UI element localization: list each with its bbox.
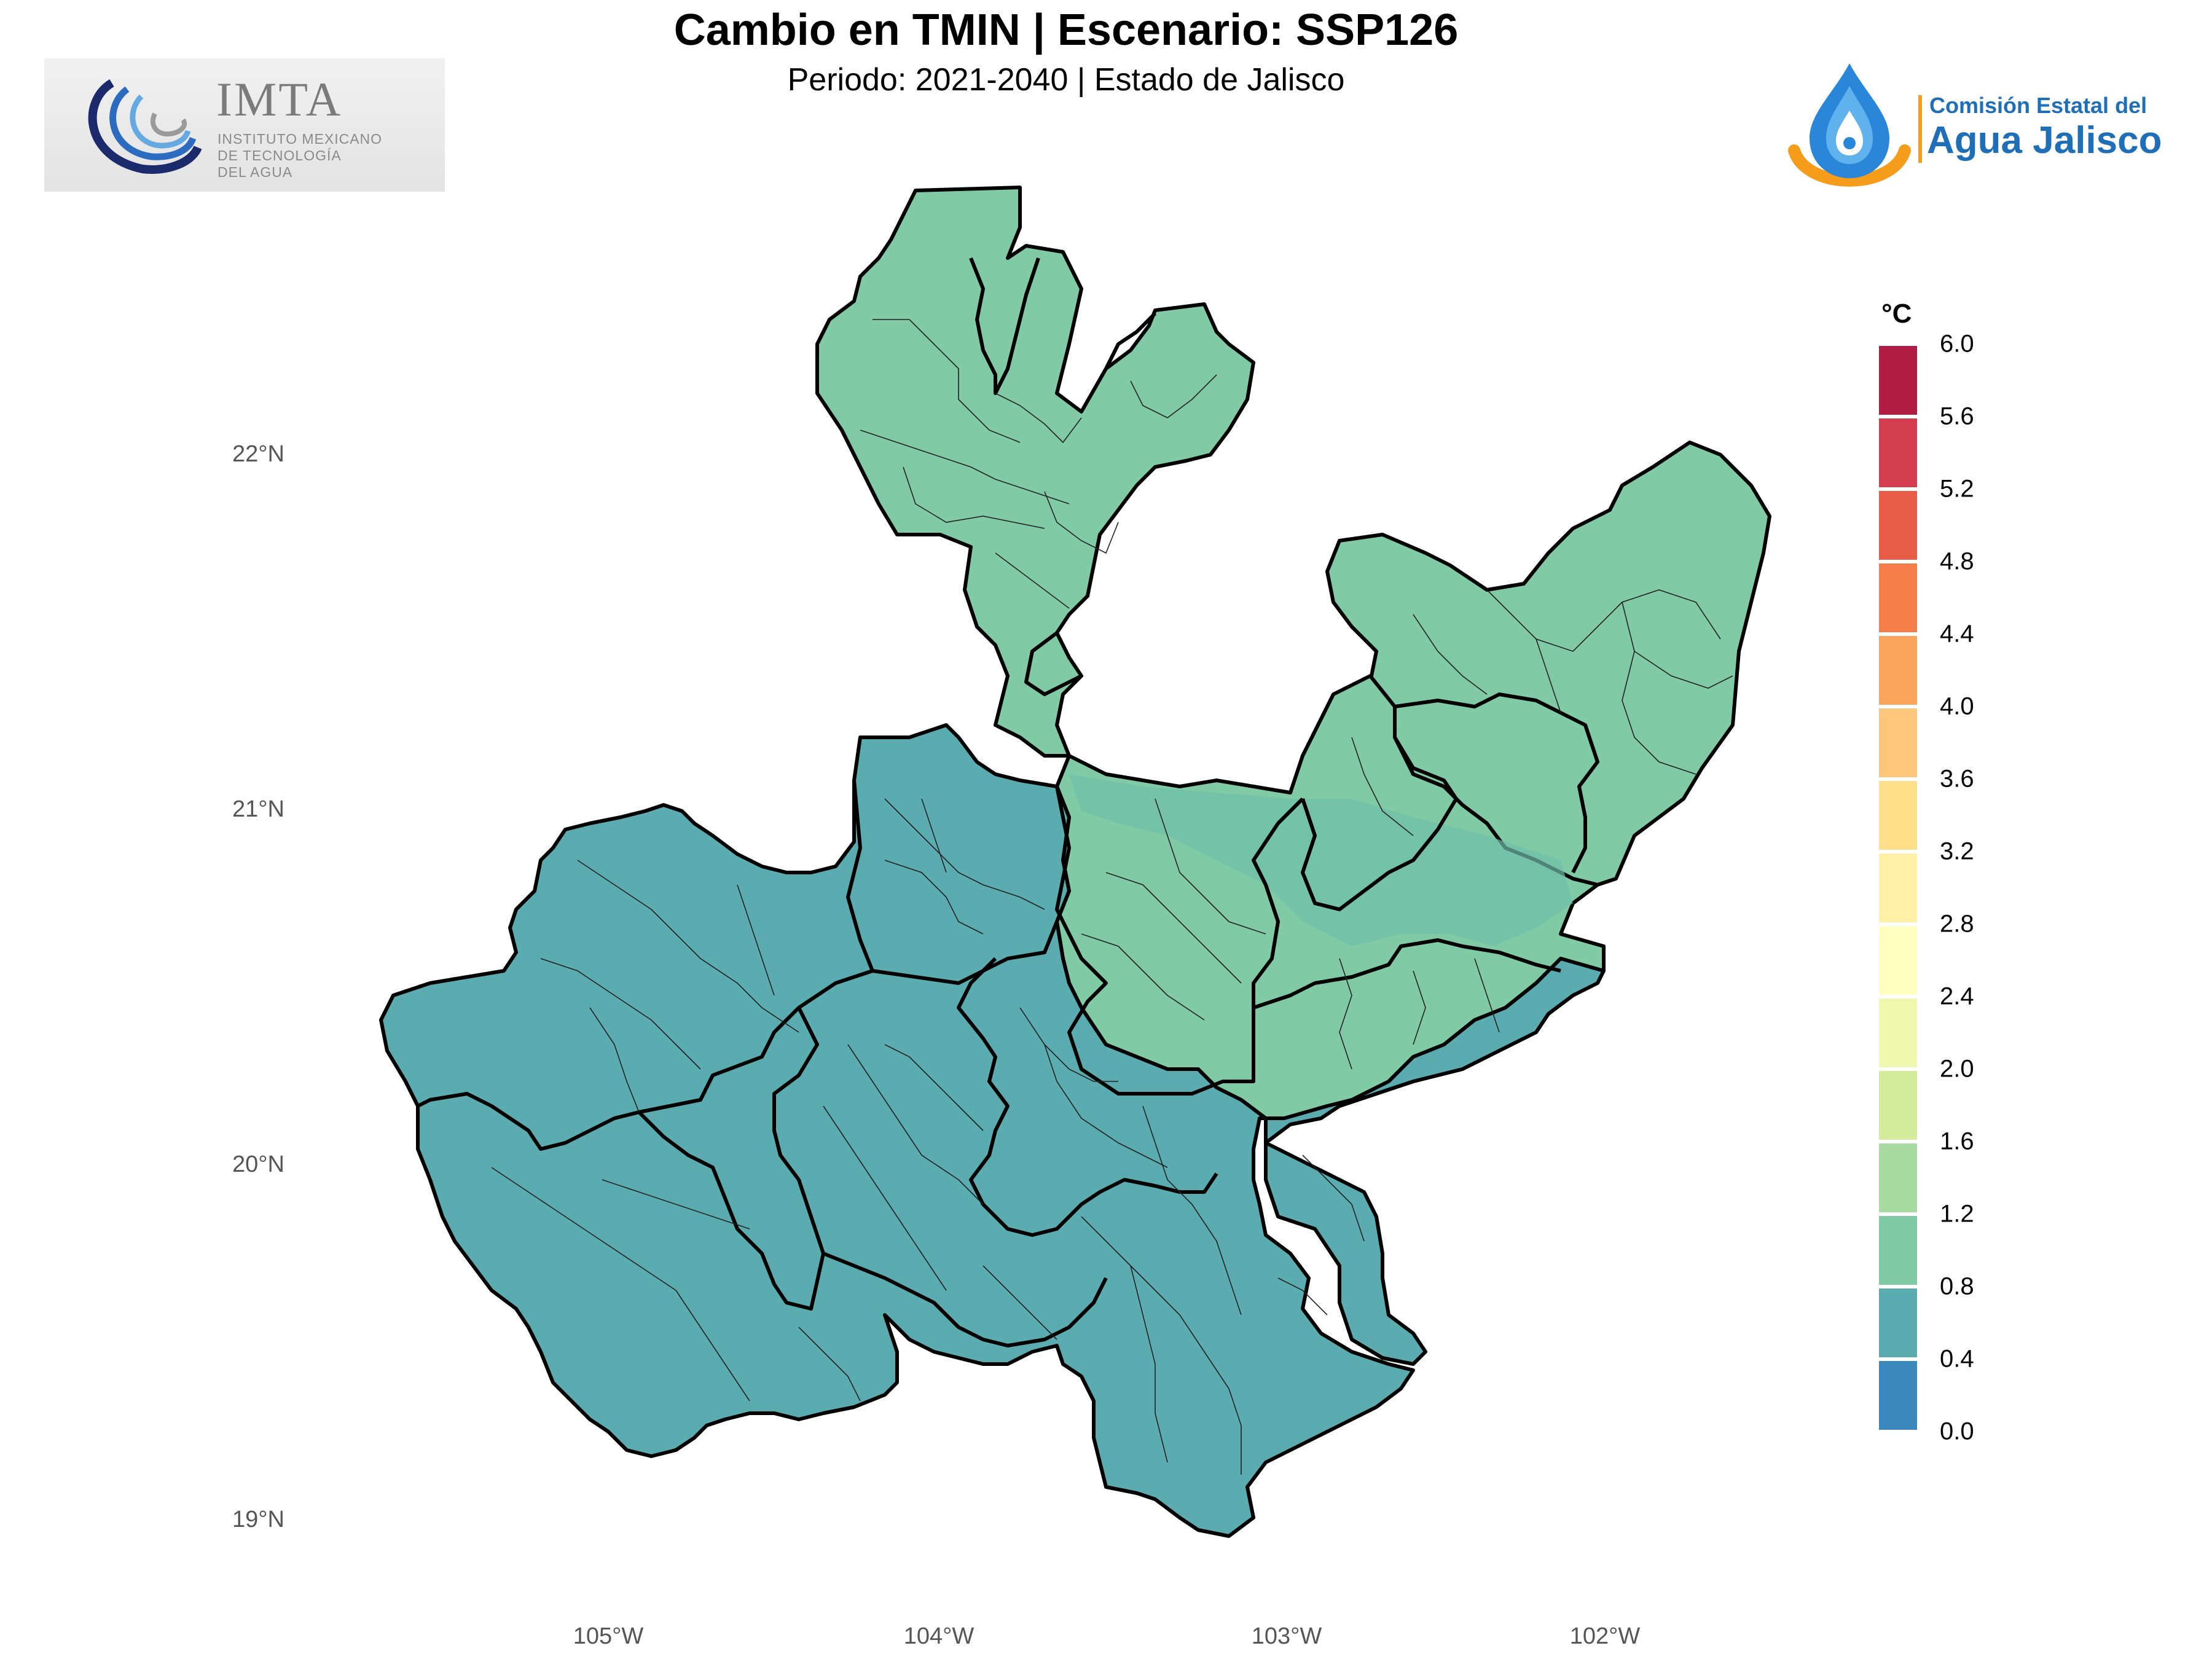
legend-swatch [1879,997,1917,1069]
lat-label-19: 19°N [232,1507,284,1532]
legend-swatch [1879,924,1917,997]
region-boundaries [417,257,1599,1347]
legend-tick-mark [1879,1285,1917,1288]
legend-tick-label: 4.4 [1940,620,1974,648]
legend-tick-mark [1879,1430,1917,1433]
cea-line1: Comisión Estatal del [1929,93,2147,118]
legend-tick-label: 0.8 [1940,1273,1974,1300]
legend-tick-label: 5.2 [1940,475,1974,503]
imta-line1: INSTITUTO MEXICANO [218,131,383,147]
lat-label-20: 20°N [232,1151,284,1177]
imta-logo: IMTA INSTITUTO MEXICANO DE TECNOLOGÍA DE… [44,58,445,192]
lon-label-102: 102°W [1569,1623,1641,1649]
transition-zone [1069,774,1573,946]
lat-label-21: 21°N [232,796,284,822]
legend-title: °C [1881,299,1912,329]
lon-label-103: 103°W [1251,1623,1322,1649]
imta-swirl-icon [88,79,202,174]
cea-divider [1918,95,1922,163]
legend-swatch [1879,1142,1917,1214]
legend-tick-label: 2.4 [1940,982,1974,1010]
lat-label-22: 22°N [232,441,284,467]
legend-tick-mark [1879,1357,1917,1361]
legend-tick-label: 0.0 [1940,1418,1974,1445]
legend-swatch [1879,1287,1917,1359]
legend-tick-label: 1.2 [1940,1200,1974,1228]
legend-swatch [1879,634,1917,707]
legend-tick-label: 5.6 [1940,402,1974,430]
legend-tick-label: 1.6 [1940,1128,1974,1155]
north-region [815,186,1255,758]
legend-swatch [1879,707,1917,779]
lon-label-104: 104°W [903,1623,975,1649]
legend-tick-label: 3.6 [1940,765,1974,793]
legend-tick-mark [1879,1067,1917,1071]
legend-swatch [1879,779,1917,852]
legend-tick-mark [1879,705,1917,708]
legend-tick-label: 6.0 [1940,330,1974,358]
legend-swatch [1879,489,1917,562]
legend-tick-mark [1879,922,1917,926]
cea-line2: Agua Jalisco [1927,119,2162,162]
map-subtitle: Periodo: 2021-2040 | Estado de Jalisco [787,62,1345,98]
imta-name: IMTA [216,73,343,126]
legend-swatch [1879,562,1917,634]
map-title: Cambio en TMIN | Escenario: SSP126 [673,6,1459,55]
legend-tick-label: 2.8 [1940,910,1974,938]
legend-tick-label: 2.0 [1940,1055,1974,1083]
legend-tick-mark [1879,1140,1917,1143]
legend-swatch [1879,417,1917,489]
lon-label-105: 105°W [573,1623,644,1649]
legend-tick-mark [1879,560,1917,563]
legend-swatch [1879,1359,1917,1432]
legend-tick-mark [1879,632,1917,636]
legend-tick-label: 3.2 [1940,837,1974,865]
color-legend-bar [1879,342,1917,1433]
municipal-boundaries [491,319,1733,1475]
legend-tick-mark [1879,777,1917,781]
legend-tick-mark [1879,415,1917,418]
legend-tick-mark [1879,342,1917,346]
imta-line2: DE TECNOLOGÍA [218,147,342,163]
legend-tick-mark [1879,487,1917,491]
legend-swatch [1879,852,1917,924]
legend-swatch [1879,344,1917,417]
legend-swatch [1879,1069,1917,1142]
south-region [379,723,1606,1538]
legend-tick-label: 0.4 [1940,1345,1974,1373]
water-drop-icon [1788,63,1911,187]
cea-logo: Comisión Estatal del Agua Jalisco [1776,58,2194,194]
legend-tick-mark [1879,995,1917,998]
legend-tick-label: 4.8 [1940,547,1974,575]
legend-tick-label: 4.0 [1940,692,1974,720]
imta-line3: DEL AGUA [218,164,293,180]
legend-swatch [1879,1214,1917,1287]
legend-tick-mark [1879,850,1917,853]
legend-tick-mark [1879,1212,1917,1216]
